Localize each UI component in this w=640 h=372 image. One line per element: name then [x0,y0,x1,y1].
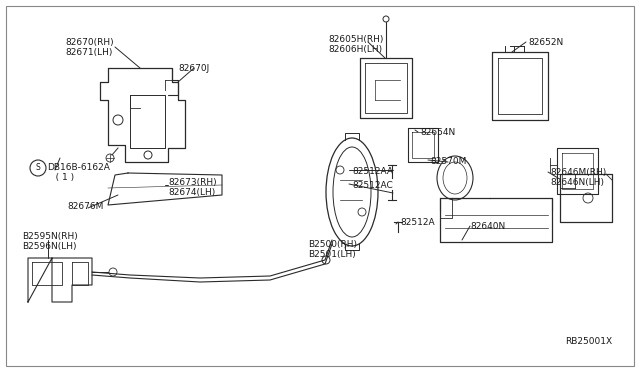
Text: RB25001X: RB25001X [565,337,612,346]
Text: 82673(RH)
82674(LH): 82673(RH) 82674(LH) [168,178,216,198]
Text: S: S [36,164,40,173]
Text: DB16B-6162A
   ( 1 ): DB16B-6162A ( 1 ) [47,163,110,182]
Text: 82652N: 82652N [528,38,563,47]
Text: 82670(RH)
82671(LH): 82670(RH) 82671(LH) [65,38,114,57]
Text: 82670J: 82670J [178,64,209,73]
Text: 82512A: 82512A [400,218,435,227]
Text: 82640N: 82640N [470,222,505,231]
Text: 82646M(RH)
82646N(LH): 82646M(RH) 82646N(LH) [550,168,606,187]
Text: 82676M: 82676M [67,202,104,211]
Text: B2500(RH)
B2501(LH): B2500(RH) B2501(LH) [308,240,357,259]
Text: 82570M: 82570M [430,157,467,166]
Text: 82512AA: 82512AA [352,167,393,176]
Text: 82605H(RH)
82606H(LH): 82605H(RH) 82606H(LH) [328,35,383,54]
Text: B2595N(RH)
B2596N(LH): B2595N(RH) B2596N(LH) [22,232,77,251]
Text: 82654N: 82654N [420,128,455,137]
Text: 82512AC: 82512AC [352,181,393,190]
